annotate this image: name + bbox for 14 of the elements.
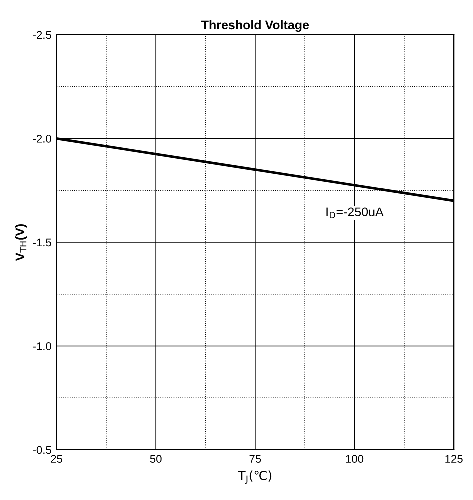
- y-tick-label: -1.5: [33, 238, 52, 247]
- x-tick-label: 125: [446, 455, 463, 464]
- y-tick-label: -0.5: [33, 446, 52, 454]
- y-tick-label: -1.0: [33, 342, 52, 350]
- x-tick-label: 75: [250, 455, 262, 464]
- y-tick-label: -2.5: [33, 31, 52, 40]
- series-label: I$_{D}$=-250uA: [326, 208, 384, 218]
- x-tick-label: 100: [346, 455, 364, 464]
- x-axis-title: T$_{J}$(℃): [238, 470, 272, 484]
- chart-title: Threshold Voltage: [202, 20, 310, 32]
- y-axis-title: V$_{TH}$(V): [15, 224, 28, 262]
- x-tick-label: 50: [150, 455, 162, 464]
- y-tick-label: -2.0: [33, 135, 52, 143]
- x-tick-label: 25: [51, 455, 62, 464]
